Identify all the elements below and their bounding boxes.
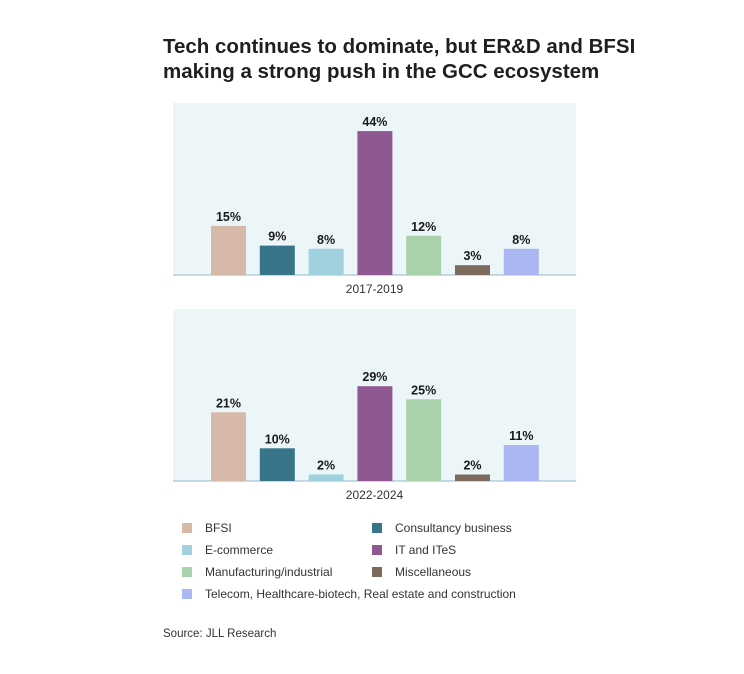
bar-value-label: 2% (317, 459, 335, 473)
bar (308, 474, 344, 481)
panel-2017-2019: 15% 9% 8% 44% 12% 3% 8% 2017-2019 (173, 103, 576, 296)
bars (211, 131, 539, 275)
legend-item: BFSI (182, 521, 232, 535)
period-label: 2022-2024 (346, 488, 404, 502)
chart-title-line-1: Tech continues to dominate, but ER&D and… (163, 35, 636, 58)
legend-item: Miscellaneous (372, 565, 471, 579)
bar-value-label: 8% (317, 233, 335, 247)
legend-label: Miscellaneous (395, 565, 472, 579)
bar-value-label: 25% (411, 383, 436, 397)
bar-chart: 15%9% 8%44%12%3%8% 2017-2019 21%10%2%29%2… (173, 103, 576, 502)
legend-swatch (182, 567, 192, 577)
bar (211, 412, 246, 481)
bar-value-label: 11% (509, 429, 533, 443)
bar-value-label: 3% (463, 249, 481, 263)
bar (406, 399, 442, 482)
legend-item: E-commerce (182, 543, 273, 557)
bar-value-label: 12% (411, 220, 436, 234)
bar (259, 245, 295, 275)
bar-value-label: 44% (362, 115, 387, 129)
bar (357, 386, 393, 481)
bar (503, 445, 539, 481)
legend-swatch (372, 523, 382, 533)
bar-value-label: 29% (362, 370, 387, 384)
bar-value-label: 2% (463, 459, 481, 473)
bar (406, 235, 442, 275)
legend-swatch (182, 589, 192, 599)
legend-item: Manufacturing/industrial (182, 565, 332, 579)
bar-value-label: 15% (216, 210, 241, 224)
bar (259, 448, 295, 481)
legend-label: BFSI (205, 521, 232, 535)
bar-value-label: 21% (216, 396, 241, 410)
chart-title-line-2: making a strong push in the GCC ecosyste… (163, 60, 600, 83)
legend-label: IT and ITeS (395, 543, 457, 557)
bar-labels: 15% 9% 8% 44% 12% 3% 8% (216, 115, 530, 263)
bar (455, 474, 490, 481)
bar (211, 225, 246, 275)
legend-item: Consultancy business (372, 521, 512, 535)
bars (211, 386, 539, 482)
legend-item: Telecom, Healthcare-biotech, Real estate… (182, 587, 516, 601)
period-label: 2017-2019 (346, 282, 404, 296)
bar (308, 248, 344, 275)
legend-item: IT and ITeS (372, 543, 456, 557)
chart-title: Tech continues to dominate, but ER&D and… (163, 34, 723, 84)
bar-labels: 21% 10% 2% 29% 25% 2% 11% (216, 370, 533, 472)
legend-swatch (182, 545, 192, 555)
bar (455, 265, 490, 275)
source-note: Source: JLL Research (163, 628, 277, 640)
legend-label: Manufacturing/industrial (205, 565, 333, 579)
bar-value-label: 8% (512, 233, 530, 247)
bar-value-label: 10% (265, 432, 290, 446)
legend-swatch (182, 523, 192, 533)
bar-value-label: 9% (268, 230, 286, 244)
legend-label: E-commerce (205, 543, 274, 557)
bar (503, 248, 539, 275)
bar (357, 131, 393, 275)
legend-label: Telecom, Healthcare-biotech, Real estate… (205, 587, 516, 601)
legend-swatch (372, 567, 382, 577)
legend: BFSI Consultancy business E-commerce IT … (182, 521, 622, 611)
panel-2022-2024: 21% 10% 2% 29% 25% 2% 11% 2022-2024 (173, 309, 576, 502)
legend-label: Consultancy business (395, 521, 512, 535)
legend-swatch (372, 545, 382, 555)
